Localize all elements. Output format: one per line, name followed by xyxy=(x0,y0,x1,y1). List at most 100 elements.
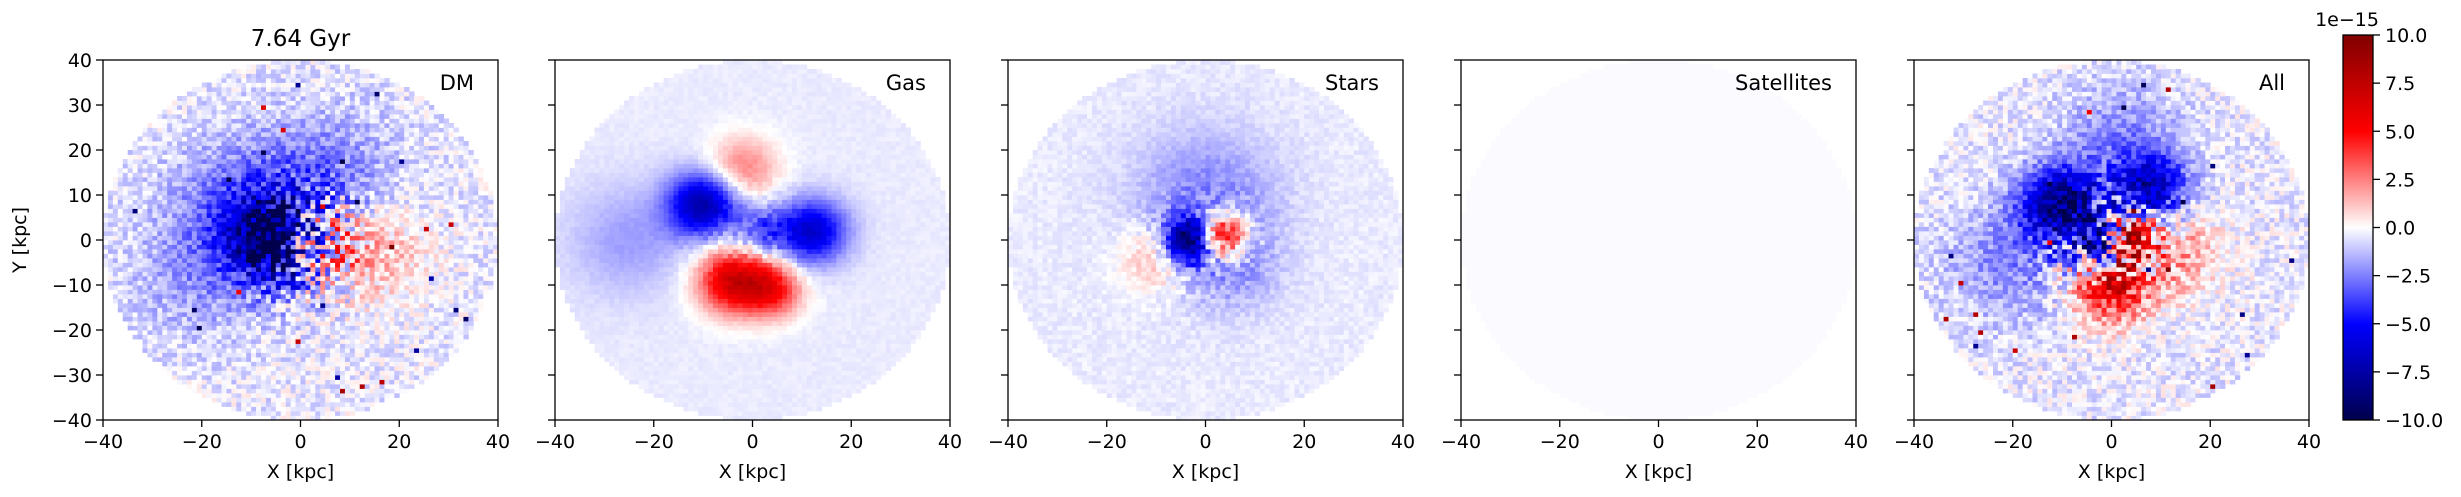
heatmap-cell xyxy=(344,370,351,376)
heatmap-cell xyxy=(364,168,371,173)
heatmap-cell xyxy=(216,352,222,358)
heatmap-cell xyxy=(201,213,208,218)
heatmap-cell xyxy=(147,334,153,340)
heatmap-cell xyxy=(167,366,173,371)
heatmap-cell xyxy=(137,249,143,254)
heatmap-cell xyxy=(177,285,183,290)
heatmap-cell xyxy=(117,177,124,182)
heatmap-cell xyxy=(335,87,341,92)
heatmap-cell xyxy=(191,123,198,128)
heatmap-cell xyxy=(354,172,361,178)
heatmap-cell xyxy=(379,145,385,151)
heatmap-cell xyxy=(221,82,227,88)
heatmap-cell xyxy=(172,312,178,317)
heatmap-cell xyxy=(137,136,143,142)
heatmap-cell xyxy=(374,123,380,128)
heatmap-cell xyxy=(295,312,301,317)
heatmap-cell xyxy=(206,334,213,340)
heatmap-cell xyxy=(285,123,292,128)
heatmap-cell xyxy=(280,186,287,191)
heatmap-cell xyxy=(285,406,292,412)
heatmap-cell xyxy=(285,186,292,191)
heatmap-cell xyxy=(423,208,430,214)
heatmap-cell xyxy=(349,159,356,164)
heatmap-cell xyxy=(379,366,385,371)
heatmap-cell xyxy=(246,127,252,133)
heatmap-cell xyxy=(182,204,188,209)
heatmap-cell xyxy=(374,87,380,92)
heatmap-cell xyxy=(226,226,232,232)
heatmap-cell xyxy=(265,339,272,344)
heatmap-cell xyxy=(384,240,390,245)
heatmap-cell xyxy=(419,240,425,245)
heatmap-cell xyxy=(256,258,262,263)
heatmap-cell xyxy=(320,271,326,277)
heatmap-cell xyxy=(399,105,405,110)
heatmap-cell xyxy=(409,127,415,133)
heatmap-cell xyxy=(142,321,148,326)
heatmap-cell xyxy=(265,343,272,349)
heatmap-cell xyxy=(290,406,296,412)
heatmap-cell xyxy=(364,82,371,88)
heatmap-cell xyxy=(458,307,464,313)
heatmap-cell xyxy=(186,186,193,191)
heatmap-cell xyxy=(335,105,341,110)
heatmap-cell xyxy=(399,208,405,214)
heatmap-cell xyxy=(265,105,272,110)
heatmap-cell xyxy=(305,222,311,227)
heatmap-cell xyxy=(206,240,213,245)
heatmap-cell xyxy=(478,195,484,200)
heatmap-cell xyxy=(379,105,385,110)
heatmap-cell xyxy=(206,190,213,196)
heatmap-cell xyxy=(290,384,296,389)
heatmap-cell xyxy=(359,343,366,349)
heatmap-cell xyxy=(216,163,222,169)
heatmap-cell xyxy=(206,145,213,151)
heatmap-cell xyxy=(162,271,168,277)
heatmap-cell xyxy=(340,231,346,236)
heatmap-cell xyxy=(201,375,208,380)
heatmap-cell xyxy=(285,388,292,394)
heatmap-cell xyxy=(340,379,346,385)
heatmap-cell xyxy=(241,334,247,340)
heatmap-cell xyxy=(261,231,267,236)
heatmap-cell xyxy=(112,280,119,286)
heatmap-cell xyxy=(256,325,262,331)
heatmap-cell xyxy=(241,159,247,164)
heatmap-cell xyxy=(231,330,237,335)
heatmap-cell xyxy=(419,168,425,173)
heatmap-cell xyxy=(335,114,341,119)
heatmap-cell xyxy=(458,235,464,241)
heatmap-cell xyxy=(325,370,331,376)
heatmap-cell xyxy=(325,69,331,74)
heatmap-cell xyxy=(201,199,208,205)
heatmap-cell xyxy=(152,339,158,344)
heatmap-cell xyxy=(206,325,213,331)
heatmap-cell xyxy=(241,276,247,281)
heatmap-cell xyxy=(103,240,109,245)
heatmap-cell xyxy=(349,109,356,115)
heatmap-cell xyxy=(142,298,148,304)
heatmap-cell xyxy=(359,105,366,110)
heatmap-cell xyxy=(453,208,459,214)
heatmap-cell xyxy=(453,222,459,227)
heatmap-cell xyxy=(152,172,158,178)
heatmap-cell xyxy=(127,271,134,277)
heatmap-cell xyxy=(186,334,193,340)
heatmap-cell xyxy=(320,285,326,290)
heatmap-cell xyxy=(315,231,321,236)
heatmap-cell xyxy=(325,343,331,349)
heatmap-cell xyxy=(211,141,217,146)
heatmap-cell xyxy=(409,339,415,344)
heatmap-cell xyxy=(404,280,410,286)
heatmap-cell xyxy=(354,159,361,164)
heatmap-cell xyxy=(458,312,464,317)
heatmap-cell xyxy=(349,271,356,277)
heatmap-cell xyxy=(216,118,222,124)
heatmap-cell xyxy=(226,118,232,124)
heatmap-cell xyxy=(310,226,316,232)
heatmap-cell xyxy=(448,150,454,155)
heatmap-cell xyxy=(359,181,366,187)
heatmap-cell xyxy=(142,231,148,236)
heatmap-cell xyxy=(295,186,301,191)
